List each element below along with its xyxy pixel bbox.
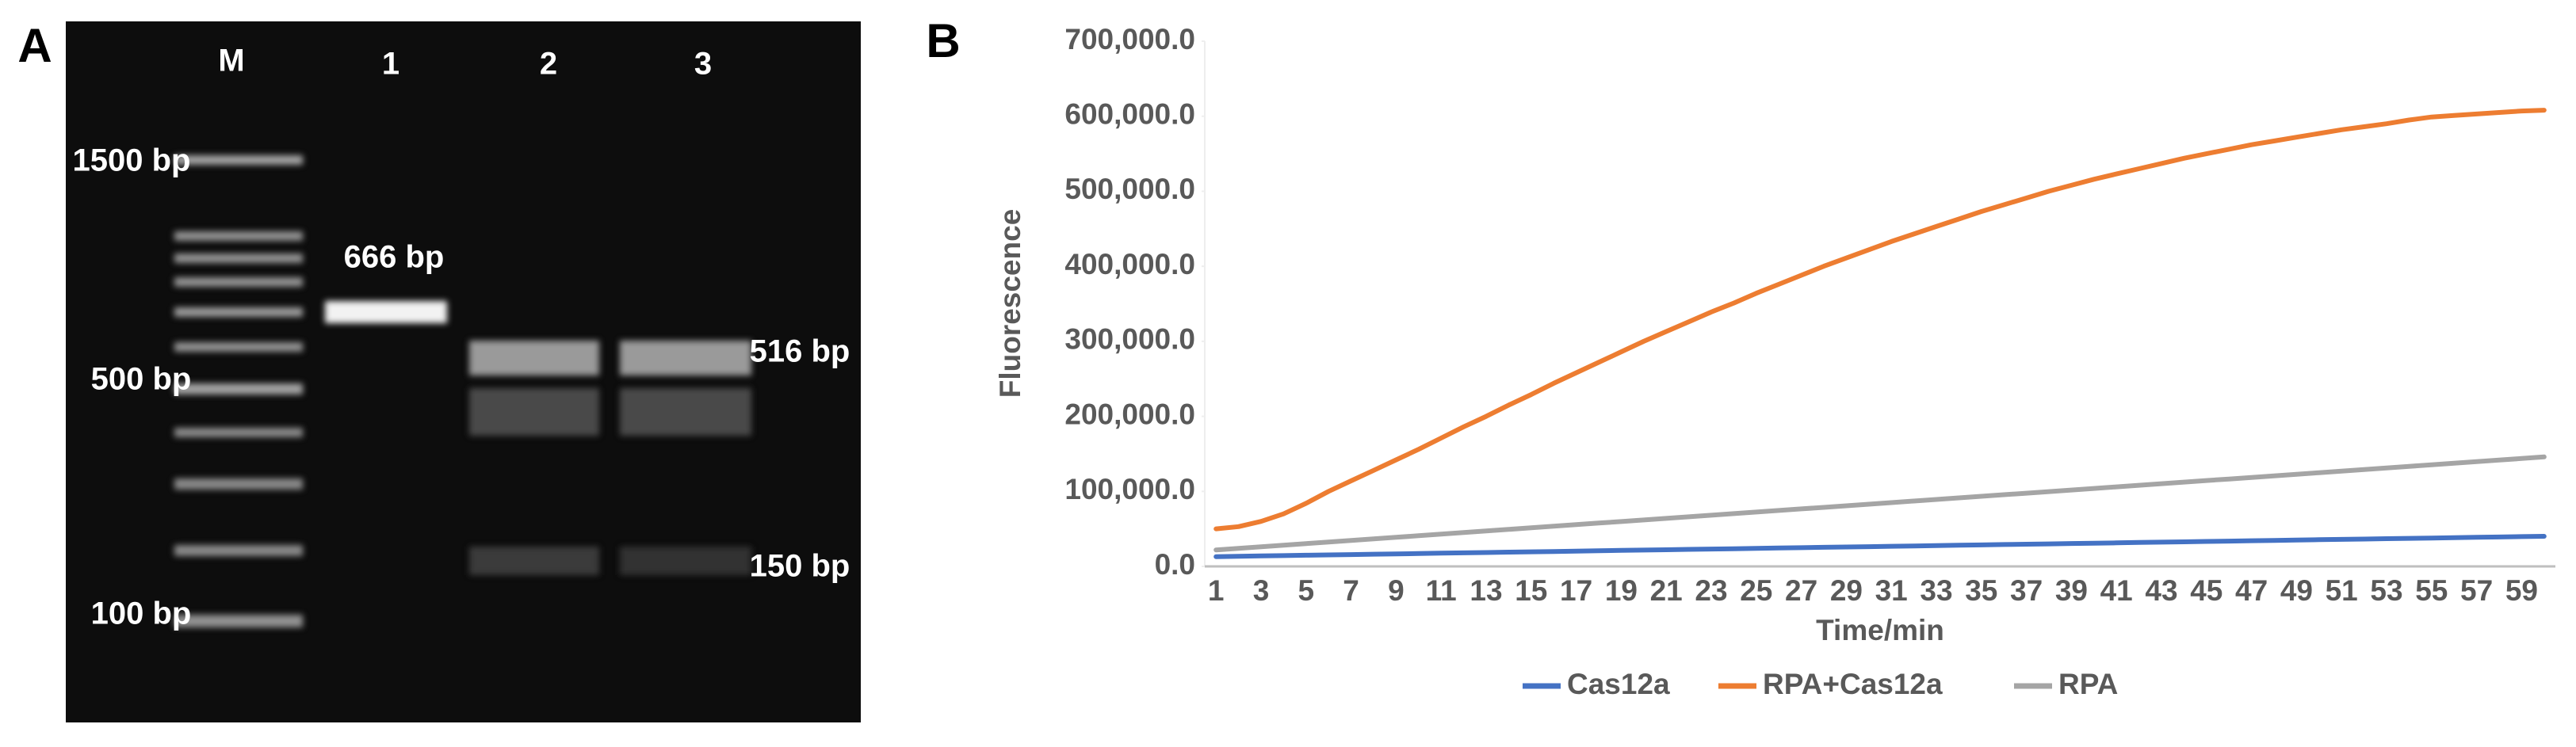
x-tick-label: 45 [2190, 574, 2222, 607]
x-tick-label: 1 [1208, 574, 1225, 607]
x-tick-label: 41 [2100, 574, 2133, 607]
y-tick-label: 400,000.0 [1064, 248, 1195, 280]
x-tick-label: 17 [1560, 574, 1592, 607]
x-tick-label: 3 [1253, 574, 1270, 607]
band-label: 666 bp [344, 240, 445, 275]
x-tick-label: 53 [2370, 574, 2402, 607]
y-tick-label: 600,000.0 [1064, 97, 1195, 130]
x-tick-label: 51 [2326, 574, 2358, 607]
band-label: 516 bp [750, 334, 850, 369]
x-tick-label: 5 [1298, 574, 1315, 607]
x-tick-label: 21 [1650, 574, 1683, 607]
gel: M 1 2 3 1500 bp 500 bp 100 bp 666 bp 516… [66, 21, 861, 722]
y-axis-title: Fluorescence [994, 209, 1026, 398]
x-tick-label: 47 [2235, 574, 2268, 607]
x-tick-label: 35 [1965, 574, 1997, 607]
marker-label: 100 bp [91, 596, 192, 631]
x-tick-label: 49 [2280, 574, 2313, 607]
panel-label: A [17, 19, 52, 72]
x-tick-label: 19 [1605, 574, 1638, 607]
x-tick-label: 11 [1426, 574, 1457, 607]
x-tick-label: 43 [2145, 574, 2177, 607]
marker-label: 500 bp [91, 362, 192, 397]
y-tick-label: 200,000.0 [1064, 398, 1195, 430]
band-label: 150 bp [750, 549, 850, 584]
x-tick-label: 25 [1740, 574, 1772, 607]
x-tick-label: 33 [1920, 574, 1952, 607]
x-tick-label: 15 [1515, 574, 1547, 607]
x-tick-label: 7 [1343, 574, 1359, 607]
y-tick-label: 0.0 [1155, 548, 1195, 581]
lane-label: 2 [540, 47, 557, 82]
x-tick-label: 39 [2055, 574, 2088, 607]
x-tick-label: 29 [1830, 574, 1863, 607]
marker-label: 1500 bp [73, 143, 191, 178]
y-tick-label: 500,000.0 [1064, 173, 1195, 205]
series-line [1213, 108, 2547, 532]
x-tick-label: 37 [2010, 574, 2043, 607]
x-tick-label: 59 [2505, 574, 2538, 607]
y-tick-label: 700,000.0 [1064, 23, 1195, 55]
gel-bands [174, 155, 751, 627]
x-axis-title: Time/min [1816, 614, 1944, 646]
lane-label: 3 [694, 47, 712, 82]
line-chart: 0.0 100,000.0 200,000.0 300,000.0 400,000.0 5… [1064, 23, 2555, 700]
panel-label: B [926, 14, 960, 67]
series-line [1213, 454, 2547, 553]
x-tick-label: 55 [2415, 574, 2448, 607]
y-tick-label: 100,000.0 [1064, 473, 1195, 505]
lane-label: M [218, 44, 244, 78]
x-tick-label: 27 [1785, 574, 1817, 607]
legend-label: RPA [2058, 668, 2118, 700]
x-tick-label: 23 [1695, 574, 1727, 607]
x-tick-label: 57 [2460, 574, 2493, 607]
x-tick-label: 31 [1875, 574, 1908, 607]
legend-label: RPA+Cas12a [1763, 668, 1943, 700]
x-tick-label: 13 [1470, 574, 1502, 607]
legend-label: Cas12a [1567, 668, 1670, 700]
lane-label: 1 [382, 47, 399, 82]
y-tick-label: 300,000.0 [1064, 323, 1195, 356]
x-tick-label: 9 [1388, 574, 1405, 607]
series-line [1213, 534, 2547, 559]
